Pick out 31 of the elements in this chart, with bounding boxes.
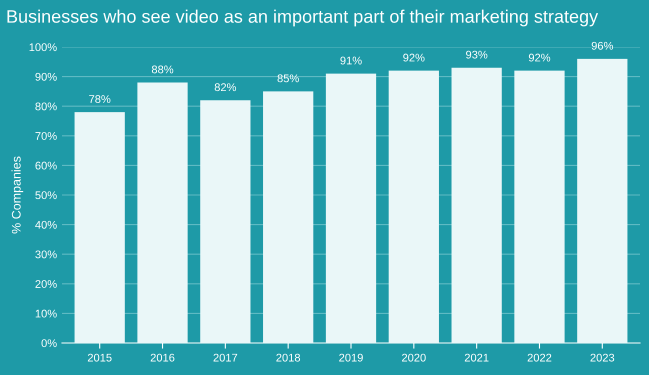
data-label: 96% <box>592 42 614 50</box>
x-tick-label: 2020 <box>402 354 426 362</box>
y-tick-label: 20% <box>35 280 57 288</box>
y-axis-title: % Companies <box>12 156 24 234</box>
y-tick-label: 0% <box>42 339 57 348</box>
x-tick-label: 2022 <box>528 354 552 362</box>
data-label: 92% <box>403 54 425 62</box>
x-tick-label: 2018 <box>276 354 300 362</box>
x-tick-label: 2015 <box>88 354 112 362</box>
x-tick-label: 2019 <box>339 354 363 362</box>
data-label: 88% <box>152 66 174 74</box>
y-tick-label: 60% <box>35 162 57 170</box>
data-label: 91% <box>340 56 362 64</box>
y-tick-label: 50% <box>35 191 57 200</box>
data-label: 82% <box>214 83 236 92</box>
data-label: 92% <box>528 54 550 62</box>
y-tick-label: 40% <box>35 220 57 229</box>
y-tick-label: 100% <box>30 43 57 52</box>
data-label: 85% <box>278 74 299 82</box>
y-tick-label: 90% <box>35 72 57 81</box>
y-tick-label: 30% <box>35 250 57 258</box>
y-tick-label: 70% <box>35 132 57 140</box>
x-tick-label: 2016 <box>150 354 174 362</box>
x-tick-label: 2021 <box>464 354 488 362</box>
chart-title: Businesses who see video as an important part of their marketing strategy <box>7 10 598 26</box>
data-label: 93% <box>466 50 488 59</box>
x-tick-label: 2017 <box>214 354 238 362</box>
y-tick-label: 80% <box>35 102 57 110</box>
y-tick-label: 10% <box>36 310 57 318</box>
x-tick-label: 2023 <box>590 354 614 362</box>
data-label: 78% <box>89 95 110 103</box>
